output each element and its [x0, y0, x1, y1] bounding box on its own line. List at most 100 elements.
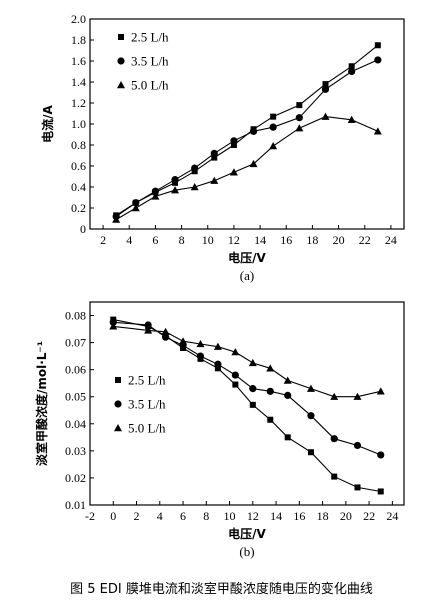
x-tick-label: 24 — [385, 233, 397, 247]
x-tick-label: 22 — [359, 233, 371, 247]
data-point — [353, 392, 362, 400]
x-tick-label: 0 — [110, 509, 116, 523]
legend-marker — [114, 424, 122, 432]
data-point — [161, 333, 170, 341]
x-tick-label: 2 — [134, 509, 140, 523]
data-point — [269, 123, 277, 131]
y-tick-label: 1.2 — [71, 96, 86, 110]
data-point — [132, 199, 140, 207]
data-point — [267, 416, 274, 423]
x-tick-label: 18 — [306, 233, 318, 247]
data-point — [347, 115, 356, 123]
subplot-label: (a) — [240, 268, 254, 283]
data-point — [249, 127, 258, 135]
y-tick-label: 1.0 — [71, 117, 86, 131]
data-point — [231, 371, 239, 379]
data-point — [144, 321, 152, 329]
x-tick-label: 6 — [180, 509, 186, 523]
chart-a: 2 4 6 8 10 12 14 16 18 20 22 2400.20.40.60.81.01.21… — [40, 12, 405, 283]
x-tick-label: 18 — [317, 509, 329, 523]
y-tick-label: 0.03 — [65, 444, 86, 458]
legend-marker — [114, 400, 122, 408]
data-point — [322, 81, 329, 88]
y-tick-label: 0.06 — [65, 363, 86, 377]
data-point — [214, 360, 222, 368]
data-point — [353, 441, 362, 450]
x-tick-label: 14 — [270, 509, 282, 523]
legend-label: 5.0 L/h — [131, 78, 169, 93]
x-tick-label: 14 — [254, 233, 266, 247]
y-tick-label: 0.07 — [65, 336, 86, 350]
data-point — [109, 322, 118, 330]
legend-marker — [117, 81, 125, 89]
series-line — [115, 116, 379, 221]
data-point — [232, 381, 239, 388]
x-tick-label: 8 — [203, 509, 209, 523]
data-point — [306, 384, 315, 392]
x-tick-label: 2 — [100, 233, 106, 247]
data-point — [229, 168, 238, 176]
data-point — [231, 348, 240, 356]
x-tick-label: 12 — [228, 233, 240, 247]
data-point — [348, 67, 356, 76]
legend-marker — [117, 57, 125, 65]
data-point — [377, 488, 384, 495]
y-tick-label: 0 — [80, 222, 86, 236]
data-point — [249, 401, 256, 408]
data-point — [171, 176, 179, 184]
data-point — [131, 204, 140, 212]
x-tick-label: 8 — [179, 233, 185, 247]
data-point — [330, 392, 339, 400]
data-point — [348, 63, 355, 70]
data-point — [331, 473, 338, 480]
x-tick-label: 20 — [340, 509, 352, 523]
data-point — [266, 387, 274, 395]
data-point — [230, 142, 237, 148]
data-point — [214, 365, 221, 372]
data-point — [112, 215, 121, 223]
y-tick-label: 0.2 — [71, 201, 86, 215]
y-tick-label: 0.02 — [65, 471, 86, 485]
y-tick-label: 0.08 — [65, 309, 86, 323]
x-tick-label: 4 — [126, 233, 132, 247]
plot-frame — [89, 18, 405, 230]
data-point — [307, 449, 314, 456]
legend-label: 2.5 L/h — [131, 30, 169, 45]
x-tick-label: 16 — [280, 233, 292, 247]
data-point — [295, 114, 303, 122]
subplot-label: (b) — [239, 544, 254, 559]
data-point — [269, 142, 278, 150]
legend-label: 3.5 L/h — [131, 54, 169, 69]
data-point — [374, 56, 382, 64]
data-point — [296, 102, 303, 109]
data-point — [210, 149, 218, 157]
data-point — [376, 387, 385, 395]
x-tick-label: 4 — [157, 509, 163, 523]
data-point — [109, 318, 117, 326]
y-tick-label: 0.05 — [65, 390, 86, 404]
y-tick-label: 0.4 — [71, 180, 86, 194]
y-tick-label: 2.0 — [71, 12, 86, 26]
data-point — [270, 113, 277, 120]
data-point — [321, 112, 330, 120]
data-point — [373, 127, 382, 135]
data-point — [374, 42, 381, 49]
legend-label: 5.0 L/h — [128, 421, 166, 436]
data-point — [377, 451, 385, 459]
y-axis-label: 电流/A — [40, 104, 55, 142]
x-tick-label: 20 — [333, 233, 345, 247]
data-point — [249, 385, 257, 393]
figure-caption: 图 5 EDI 膜堆电流和淡室甲酸浓度随电压的变化曲线 — [70, 582, 373, 597]
data-point — [190, 183, 199, 191]
data-point — [191, 164, 199, 172]
y-tick-label: 0.6 — [71, 159, 86, 173]
data-point — [211, 154, 218, 161]
data-point — [230, 137, 238, 145]
data-point — [196, 339, 205, 348]
x-tick-label: 12 — [247, 509, 259, 523]
data-point — [266, 364, 275, 372]
x-tick-label: 22 — [363, 509, 375, 523]
data-point — [179, 337, 188, 345]
legend-marker — [115, 377, 121, 383]
